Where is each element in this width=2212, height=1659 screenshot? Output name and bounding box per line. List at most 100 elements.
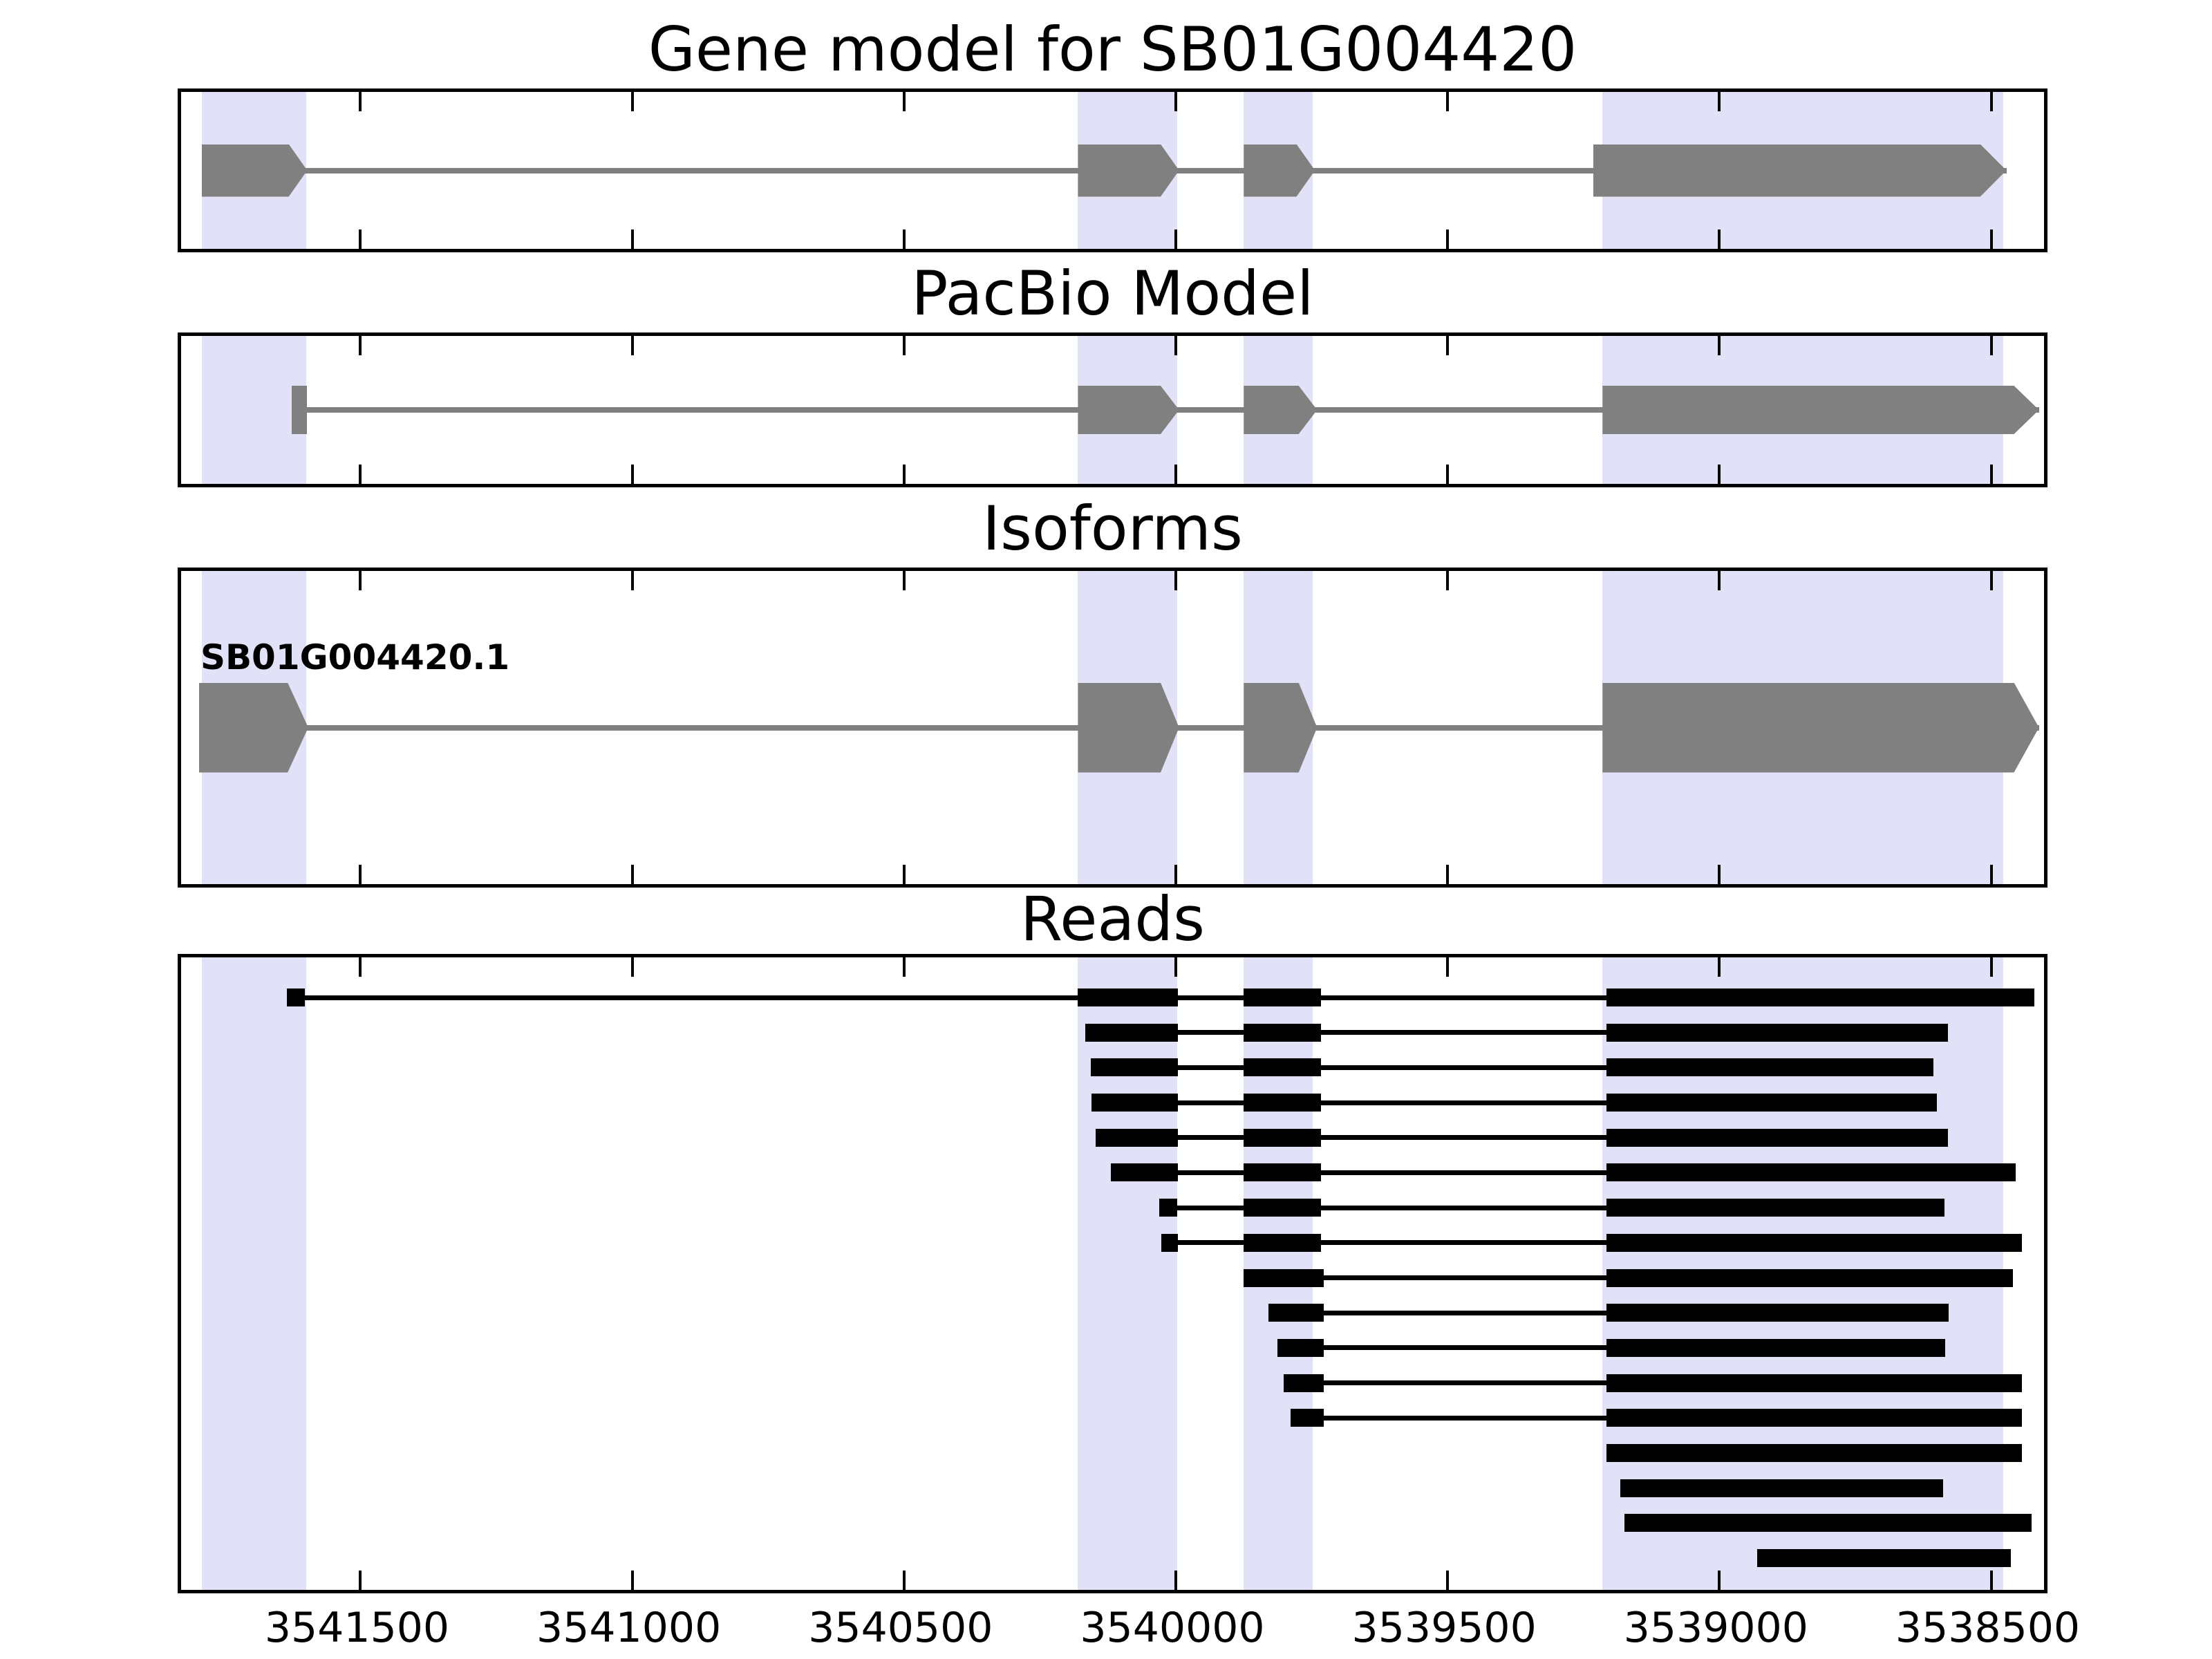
axis-tick xyxy=(1446,465,1450,484)
axis-tick xyxy=(1718,336,1721,355)
axis-tick xyxy=(1174,229,1177,249)
read-exon-block xyxy=(1161,1233,1179,1252)
panel-gene-model xyxy=(178,88,2047,252)
exon-arrow xyxy=(292,386,308,434)
read-exon-block xyxy=(1277,1338,1324,1357)
axis-tick xyxy=(1446,1571,1450,1590)
read-exon-block xyxy=(1757,1549,2011,1568)
axis-tick xyxy=(1446,865,1450,884)
gene-model-title: Gene model for SB01G004420 xyxy=(648,14,1577,85)
axis-tick xyxy=(1989,1571,1993,1590)
read-exon-block xyxy=(1606,1443,2022,1462)
read-exon-block xyxy=(1624,1514,2032,1533)
axis-tick xyxy=(359,571,362,590)
panel-pacbio-model xyxy=(178,332,2047,487)
axis-tick xyxy=(1446,336,1450,355)
axis-tick xyxy=(1446,92,1450,111)
isoform-name-label: SB01G004420.1 xyxy=(200,637,510,677)
reads-title: Reads xyxy=(1020,883,1205,955)
axis-tick xyxy=(630,229,634,249)
axis-tick xyxy=(1989,465,1993,484)
read-gap-line xyxy=(1178,1240,1244,1246)
read-gap-line xyxy=(1320,1205,1606,1210)
read-exon-block xyxy=(1606,1374,2022,1392)
read-gap-line xyxy=(1178,1030,1244,1035)
axis-tick xyxy=(359,92,362,111)
axis-tick xyxy=(902,865,906,884)
axis-tick xyxy=(630,865,634,884)
x-axis-tick-label: 3540000 xyxy=(1080,1604,1265,1652)
axis-tick xyxy=(1989,865,1993,884)
axis-tick xyxy=(1718,229,1721,249)
read-exon-block xyxy=(1290,1409,1324,1427)
exon-arrow xyxy=(1078,683,1179,773)
axis-tick xyxy=(902,465,906,484)
read-exon-block xyxy=(1244,1023,1321,1042)
axis-tick xyxy=(630,571,634,590)
read-exon-block xyxy=(1606,1304,1949,1322)
exon-arrow xyxy=(1602,386,2038,434)
read-gap-line xyxy=(1178,1170,1244,1175)
x-axis-tick-label: 3539500 xyxy=(1351,1604,1537,1652)
axis-tick xyxy=(1174,1571,1177,1590)
read-exon-block xyxy=(1606,1163,2016,1182)
axis-tick xyxy=(1174,571,1177,590)
axis-tick xyxy=(1989,571,1993,590)
exon-arrow xyxy=(199,683,308,773)
axis-tick xyxy=(630,92,634,111)
axis-tick xyxy=(1174,465,1177,484)
axis-tick xyxy=(1174,336,1177,355)
axis-tick xyxy=(630,465,634,484)
read-gap-line xyxy=(1177,1205,1244,1210)
axis-tick xyxy=(902,1571,906,1590)
axis-tick xyxy=(902,571,906,590)
axis-tick xyxy=(359,465,362,484)
read-gap-line xyxy=(1320,1240,1606,1246)
axis-tick xyxy=(902,336,906,355)
x-axis-tick-label: 3541500 xyxy=(264,1604,450,1652)
axis-tick xyxy=(902,229,906,249)
read-exon-block xyxy=(1606,988,2035,1006)
axis-tick xyxy=(902,957,906,977)
read-exon-block xyxy=(1244,1233,1321,1252)
axis-tick xyxy=(1718,571,1721,590)
axis-tick xyxy=(902,92,906,111)
read-exon-block xyxy=(1606,1128,1948,1147)
axis-tick xyxy=(630,1571,634,1590)
axis-tick xyxy=(1174,957,1177,977)
axis-tick xyxy=(1718,92,1721,111)
axis-tick xyxy=(1989,336,1993,355)
axis-tick xyxy=(1446,229,1450,249)
axis-tick xyxy=(630,957,634,977)
read-gap-line xyxy=(1178,1100,1244,1105)
read-exon-block xyxy=(1268,1304,1324,1322)
read-gap-line xyxy=(305,995,1078,1000)
panel-isoforms: SB01G004420.1 xyxy=(178,568,2047,888)
axis-tick xyxy=(359,229,362,249)
read-exon-block xyxy=(1078,988,1179,1006)
read-gap-line xyxy=(1320,995,1606,1000)
read-exon-block xyxy=(1090,1058,1179,1077)
read-exon-block xyxy=(1091,1094,1179,1112)
read-exon-block xyxy=(1606,1058,1934,1077)
read-exon-block xyxy=(1159,1199,1177,1217)
exon-arrow xyxy=(1602,683,2038,773)
read-exon-block xyxy=(1244,1094,1321,1112)
read-exon-block xyxy=(1606,1094,1937,1112)
read-exon-block xyxy=(1606,1233,2022,1252)
read-exon-block xyxy=(1244,1058,1321,1077)
read-exon-block xyxy=(1244,1268,1324,1287)
axis-tick xyxy=(1989,957,1993,977)
read-exon-block xyxy=(1244,1128,1321,1147)
read-gap-line xyxy=(1323,1310,1606,1315)
isoforms-title: Isoforms xyxy=(982,493,1243,564)
axis-tick xyxy=(1718,865,1721,884)
axis-tick xyxy=(1174,92,1177,111)
read-gap-line xyxy=(1323,1415,1606,1421)
read-exon-block xyxy=(1244,1163,1321,1182)
axis-tick xyxy=(359,957,362,977)
read-exon-block xyxy=(1085,1023,1179,1042)
read-exon-block xyxy=(286,988,306,1006)
read-exon-block xyxy=(1111,1163,1179,1182)
pacbio-model-title: PacBio Model xyxy=(911,258,1314,329)
